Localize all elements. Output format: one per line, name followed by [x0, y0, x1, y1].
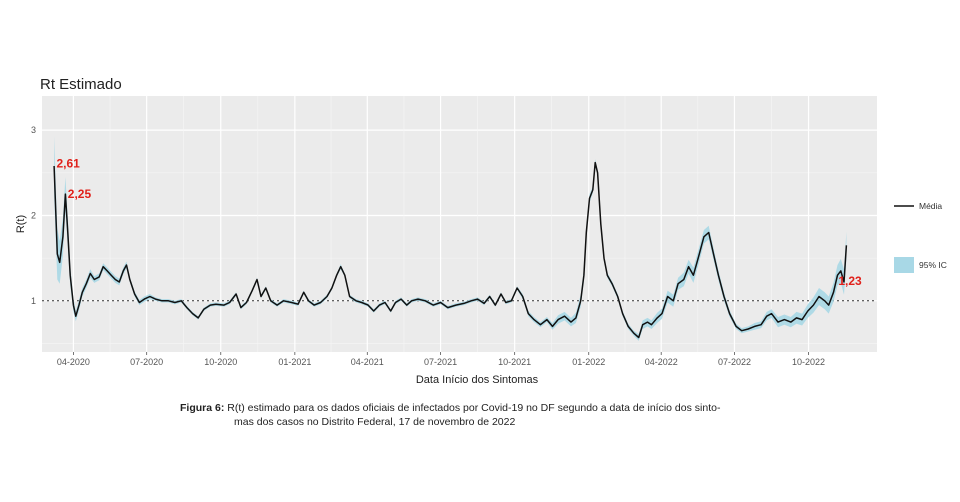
annotation-label: 1,23 [838, 274, 862, 288]
y-axis-label: R(t) [15, 215, 27, 233]
x-tick-label: 01-2022 [572, 357, 605, 367]
legend-label-mean: Média [919, 201, 942, 211]
y-tick-label: 2 [31, 210, 36, 220]
x-axis-ticks: 04-2020 07-2020 10-2020 01-2021 04-2021 07-20… [57, 352, 825, 367]
legend-label-ci: 95% IC [919, 260, 947, 270]
annotation-label: 2,61 [56, 156, 80, 170]
plot-panel [42, 96, 877, 352]
caption-line-2: mas dos casos no Distrito Federal, 17 de… [234, 416, 516, 428]
x-tick-label: 10-2022 [792, 357, 825, 367]
mean-line [53, 161, 848, 339]
legend-ci-swatch [894, 257, 914, 273]
y-axis-ticks: 1 2 3 [31, 125, 36, 306]
x-tick-label: 04-2022 [645, 357, 678, 367]
figure-caption: Figura 6: R(t) estimado para os dados of… [180, 401, 820, 429]
x-tick-label: 04-2020 [57, 357, 90, 367]
x-tick-label: 07-2021 [424, 357, 457, 367]
y-tick-label: 3 [31, 125, 36, 135]
x-tick-label: 07-2022 [718, 357, 751, 367]
x-tick-label: 10-2021 [498, 357, 531, 367]
x-tick-label: 04-2021 [351, 357, 384, 367]
caption-line-1: R(t) estimado para os dados oficiais de … [227, 402, 721, 414]
annotation-label: 2,25 [68, 187, 92, 201]
x-tick-label: 01-2021 [278, 357, 311, 367]
rt-chart: Rt Estimado 1 2 3 04-2020 07-2020 10-2020 01-… [15, 76, 947, 386]
x-axis-label: Data Início dos Sintomas [416, 374, 539, 386]
caption-label: Figura 6: [180, 402, 225, 414]
legend: Média 95% IC [894, 201, 947, 273]
annotations: 2,61 2,25 1,23 [56, 156, 862, 288]
x-tick-label: 07-2020 [130, 357, 163, 367]
y-tick-label: 1 [31, 296, 36, 306]
chart-title: Rt Estimado [40, 76, 122, 93]
x-tick-label: 10-2020 [204, 357, 237, 367]
